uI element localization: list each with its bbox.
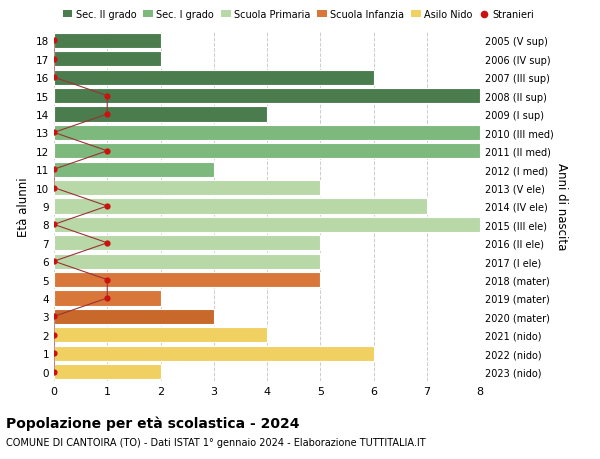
Y-axis label: Età alunni: Età alunni (17, 177, 31, 236)
Bar (54, 107, 267, 122)
Bar (54, 273, 320, 287)
Bar (54, 328, 267, 342)
Bar (54, 291, 161, 306)
Bar (54, 89, 480, 104)
Bar (54, 126, 480, 140)
Bar (54, 162, 214, 177)
Bar (54, 218, 480, 232)
Bar (54, 34, 161, 49)
Y-axis label: Anni di nascita: Anni di nascita (554, 163, 568, 250)
Text: Popolazione per età scolastica - 2024: Popolazione per età scolastica - 2024 (6, 415, 299, 430)
Bar (54, 71, 373, 85)
Bar (54, 199, 427, 214)
Bar (54, 236, 320, 251)
Bar (54, 52, 161, 67)
Legend: Sec. II grado, Sec. I grado, Scuola Primaria, Scuola Infanzia, Asilo Nido, Stran: Sec. II grado, Sec. I grado, Scuola Prim… (59, 6, 538, 24)
Text: COMUNE DI CANTOIRA (TO) - Dati ISTAT 1° gennaio 2024 - Elaborazione TUTTITALIA.I: COMUNE DI CANTOIRA (TO) - Dati ISTAT 1° … (6, 437, 425, 447)
Bar (54, 364, 161, 379)
Bar (54, 254, 320, 269)
Bar (54, 144, 480, 159)
Bar (54, 309, 214, 324)
Bar (54, 346, 373, 361)
Bar (54, 181, 320, 196)
